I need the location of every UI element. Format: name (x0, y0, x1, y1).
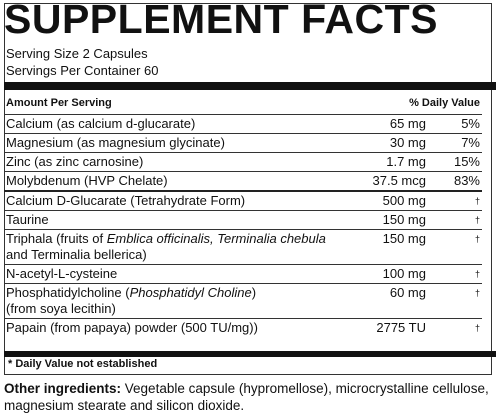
amount: 150 mg (334, 210, 444, 230)
nutrient: Zinc (as zinc carnosine) (4, 152, 334, 172)
name: N-acetyl-L-cysteine (6, 266, 118, 281)
amount: 2775 TU (376, 320, 426, 335)
name: Molybdenum (HVP Chelate) (6, 173, 168, 188)
serving-size: Serving Size 2 Capsules (6, 46, 148, 61)
daily-value: † (444, 210, 482, 230)
name: Triphala (fruits of (6, 231, 104, 246)
daily-value: † (444, 264, 482, 284)
amount: 500 mg (334, 191, 444, 211)
row: Magnesium (as magnesium glycinate) 30 mg 7… (4, 133, 482, 153)
nutrient: Molybdenum (HVP Chelate) (4, 171, 334, 192)
name-italic: Phosphatidyl Choline (129, 285, 252, 300)
name: (from soya lecithin) (6, 301, 116, 316)
name: and Terminalia bellerica) (6, 247, 147, 262)
amount: 100 mg (334, 264, 444, 284)
row: Triphala (fruits of Emblica officinalis,… (4, 229, 482, 265)
row: Taurine 150 mg † (4, 210, 482, 230)
amount: 65 mg (334, 114, 444, 134)
daily-value: † (444, 191, 482, 211)
name: Calcium (as calcium d-glucarate) (6, 116, 196, 131)
daily-value: † (444, 283, 482, 319)
name-italic: Emblica officinalis, Terminalia chebula (106, 231, 326, 246)
nutrient: Magnesium (as magnesium glycinate) (4, 133, 334, 153)
other-text: Vegetable capsule (hypromellose), microc… (4, 381, 489, 413)
title: SUPPLEMENT FACTS (4, 0, 438, 42)
amount: 1.7 mg (334, 152, 444, 172)
nutrient: Taurine (4, 210, 334, 230)
header-cell: % Daily Value (334, 92, 482, 115)
nutrient: Calcium D-Glucarate (Tetrahydrate Form) (4, 191, 334, 211)
name: Phosphatidylcholine ( (6, 285, 130, 300)
footnote: * Daily Value not established (8, 358, 158, 370)
row: Papain (from papaya) powder (500 TU/mg))… (4, 319, 482, 338)
table-header: Amount Per Serving % Daily Value (4, 92, 482, 115)
nutrient: Papain (from papaya) powder (500 TU/mg)) (4, 319, 334, 338)
row: Molybdenum (HVP Chelate) 37.5 mcg 83% (4, 171, 482, 192)
amount: 150 mg (334, 229, 444, 265)
daily-value: 83% (444, 171, 482, 192)
other-label: Other ingredients: (4, 381, 122, 396)
row: Calcium D-Glucarate (Tetrahydrate Form) 5… (4, 191, 482, 211)
daily-value: † (474, 323, 480, 333)
nutrient: Calcium (as calcium d-glucarate) (4, 114, 334, 134)
daily-value: 7% (444, 133, 482, 153)
header-cell: Amount Per Serving (4, 92, 334, 115)
name: Papain (from papaya) powder (500 TU/mg)) (6, 320, 258, 335)
amount: 37.5 mcg (334, 171, 444, 192)
name: Taurine (6, 212, 49, 227)
daily-value: 5% (444, 114, 482, 134)
servings-per-container: Servings Per Container 60 (6, 63, 159, 78)
divider-bar (4, 351, 496, 357)
row: N-acetyl-L-cysteine 100 mg † (4, 264, 482, 284)
row: Phosphatidylcholine (Phosphatidyl Cholin… (4, 283, 482, 319)
name: ) (251, 285, 257, 300)
other-ingredients: Other ingredients: Vegetable capsule (hy… (4, 380, 496, 414)
row: Calcium (as calcium d-glucarate) 65 mg 5% (4, 114, 482, 134)
amount: 30 mg (334, 133, 444, 153)
divider-bar (4, 82, 496, 90)
name: Zinc (as zinc carnosine) (6, 154, 144, 169)
name: Calcium D-Glucarate (Tetrahydrate Form) (6, 193, 246, 208)
daily-value: † (444, 229, 482, 265)
facts-table: Amount Per Serving % Daily Value Calcium… (4, 92, 482, 337)
daily-value: 15% (444, 152, 482, 172)
nutrient: Phosphatidylcholine (Phosphatidyl Cholin… (4, 283, 334, 319)
name: Magnesium (as magnesium glycinate) (6, 135, 225, 150)
amount: 60 mg (334, 283, 444, 319)
nutrient: Triphala (fruits of Emblica officinalis,… (4, 229, 334, 265)
row: Zinc (as zinc carnosine) 1.7 mg 15% (4, 152, 482, 172)
nutrient: N-acetyl-L-cysteine (4, 264, 334, 284)
